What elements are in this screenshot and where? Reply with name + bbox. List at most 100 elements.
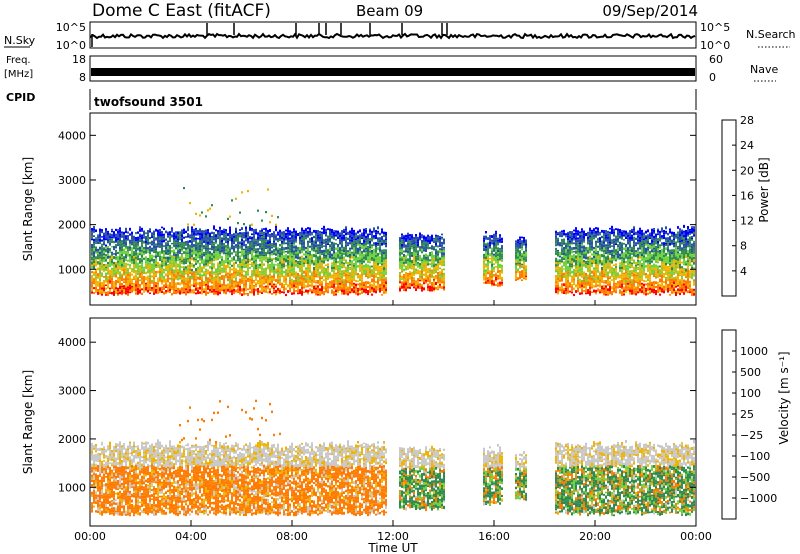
- heatmap-cell-0-3203: [353, 275, 355, 277]
- heatmap-cell-0-872: [165, 291, 167, 294]
- heatmap-cell-0-4782: [589, 293, 591, 296]
- heatmap-cell-0-4598: [573, 278, 575, 281]
- heatmap-cell-0-3838: [419, 263, 421, 266]
- heatmap-cell-0-87: [97, 252, 99, 255]
- heatmap-cell-0-1450: [209, 234, 211, 237]
- heatmap-cell-0-2830: [323, 279, 325, 281]
- heatmap-cell-0-1693: [229, 238, 231, 242]
- noise-strip: N.Sky 10^5 10^0 10^5 10^0 N.Search: [4, 21, 796, 52]
- heatmap-cell-0-3598: [385, 269, 387, 272]
- heatmap-cell-0-1582: [221, 277, 223, 280]
- heatmap-cell-0-50: [93, 230, 95, 233]
- heatmap-cell-0-2719: [313, 246, 315, 250]
- heatmap-cell-0-4352: [523, 268, 525, 272]
- heatmap-cell-0-236: [109, 236, 111, 239]
- heatmap-cell-0-3593: [385, 281, 387, 284]
- heatmap-cell-0-4023: [437, 253, 439, 256]
- heatmap-cell-0-4177: [491, 254, 493, 257]
- heatmap-cell-0-4321: [519, 261, 521, 263]
- heatmap-cell-0-2336: [281, 254, 283, 257]
- heatmap-cell-0-4901: [597, 230, 599, 233]
- heatmap-cell-0-2423: [289, 274, 291, 278]
- heatmap-cell-0-1300: [199, 270, 201, 273]
- heatmap-cell-0-3438: [371, 244, 373, 247]
- heatmap-cell-0-2357: [283, 267, 285, 269]
- heatmap-cell-0-3589: [385, 291, 387, 294]
- heatmap-cell-0-570: [137, 236, 139, 239]
- heatmap-cell-0-3426: [371, 278, 373, 281]
- heatmap-cell-0-1687: [229, 260, 231, 262]
- heatmap-cell-0-1217: [191, 230, 193, 233]
- heatmap-cell-0-1309: [199, 248, 201, 251]
- heatmap-cell-0-4541: [567, 240, 569, 243]
- heatmap-cell-0-2529: [297, 262, 299, 264]
- heatmap-cell-0-2093: [261, 247, 263, 251]
- heatmap-cell-0-1410: [207, 269, 209, 272]
- heatmap-cell-0-2162: [267, 279, 269, 282]
- heatmap-cell-0-3455: [373, 267, 375, 270]
- heatmap-cell-0-3404: [369, 268, 371, 271]
- heatmap-cell-0-1917: [247, 249, 249, 252]
- heatmap-cell-0-2768: [317, 252, 319, 255]
- heatmap-cell-0-2436: [289, 244, 291, 248]
- heatmap-cell-0-3350: [365, 271, 367, 274]
- heatmap-cell-0-3330: [363, 258, 365, 261]
- heatmap-cell-0-3451: [373, 275, 375, 277]
- heatmap-cell-0-2981: [335, 266, 337, 269]
- heatmap-cell-0-4317: [519, 271, 521, 274]
- heatmap-cell-0-1028: [177, 259, 179, 262]
- heatmap-cell-0-1484: [213, 276, 215, 280]
- heatmap-cell-0-460: [129, 284, 131, 287]
- heatmap-cell-0-440: [127, 286, 129, 289]
- heatmap-cell-0-1364: [203, 239, 205, 242]
- heatmap-cell-0-2126: [263, 237, 265, 240]
- heatmap-cell-0-1721: [231, 237, 233, 241]
- heatmap-cell-0-4953: [603, 275, 605, 278]
- heatmap-cell-0-500: [131, 233, 133, 237]
- heatmap-cell-0-3139: [347, 237, 349, 240]
- heatmap-cell-0-1009: [175, 246, 177, 250]
- heatmap-cell-0-473: [129, 248, 131, 251]
- heatmap-cell-0-876: [165, 281, 167, 284]
- heatmap-cell-0-2488: [293, 243, 295, 247]
- heatmap-cell-0-3871: [423, 280, 425, 283]
- heatmap-cell-0-4068: [441, 241, 443, 245]
- heatmap-cell-0-464: [129, 275, 131, 278]
- heatmap-cell-0-114: [99, 249, 101, 252]
- heatmap-cell-0-613: [141, 247, 143, 250]
- heatmap-cell-0-2817: [321, 253, 323, 255]
- heatmap-cell-0-2586: [301, 231, 303, 235]
- heatmap-cell-0-127: [101, 282, 103, 285]
- heatmap-cell-0-2751: [315, 230, 317, 232]
- heatmap-cell-0-3702: [405, 237, 407, 240]
- heatmap-cell-0-724: [151, 236, 153, 239]
- heatmap-cell-0-1038: [177, 238, 179, 241]
- heatmap-cell-0-4771: [587, 259, 589, 262]
- heatmap-cell-0-4292: [515, 251, 517, 255]
- heatmap-cell-0-4319: [519, 264, 521, 268]
- heatmap-cell-0-4891: [597, 262, 599, 264]
- heatmap-cell-0-2532: [297, 253, 299, 257]
- heatmap-cell-0-19: [91, 246, 93, 249]
- heatmap-cell-0-104: [99, 271, 101, 273]
- heatmap-cell-0-2499: [295, 282, 297, 285]
- heatmap-cell-0-75: [97, 292, 99, 295]
- heatmap-cell-0-4113: [485, 279, 487, 282]
- heatmap-cell-0-2056: [259, 266, 261, 269]
- heatmap-cell-0-748: [153, 241, 155, 245]
- heatmap-cell-0-257: [111, 238, 113, 241]
- heatmap-cell-0-1210: [191, 245, 193, 248]
- heatmap-cell-0-4955: [603, 270, 605, 274]
- heatmap-cell-0-3935: [429, 275, 431, 278]
- heatmap-cell-0-2851: [325, 286, 327, 288]
- heatmap-cell-0-1188: [189, 248, 191, 251]
- heatmap-cell-0-3585: [383, 242, 385, 245]
- heatmap-cell-0-4712: [581, 240, 583, 243]
- heatmap-cell-0-2208: [269, 221, 271, 224]
- heatmap-cell-0-4474: [561, 230, 563, 233]
- heatmap-cell-0-4614: [573, 229, 575, 232]
- heatmap-cell-0-439: [127, 288, 129, 291]
- heatmap-cell-0-1940: [249, 242, 251, 246]
- heatmap-cell-0-2716: [313, 260, 315, 263]
- heatmap-cell-0-1108: [183, 258, 185, 261]
